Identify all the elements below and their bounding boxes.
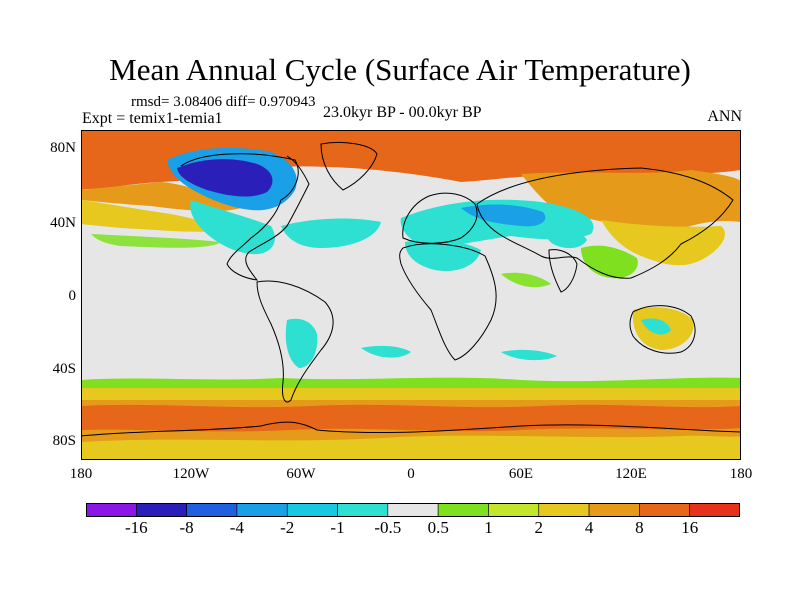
europe-coast — [402, 192, 478, 244]
antarctica-coast — [81, 421, 741, 437]
map-frame — [81, 130, 741, 460]
greenland-coast — [320, 141, 378, 191]
lon-label-120e: 120E — [615, 466, 647, 482]
stats-text: rmsd= 3.08406 diff= 0.970943 — [131, 94, 316, 110]
north-america-cyan-region — [190, 200, 275, 255]
lon-label-60e: 60E — [508, 466, 534, 482]
australia-cyan-patch — [641, 318, 671, 335]
colorbar-label: -8 — [179, 518, 194, 537]
lat-label-80s: 80S — [52, 433, 76, 449]
colorbar-box-4 — [286, 503, 338, 517]
colorbar-label: 1 — [484, 518, 493, 537]
colorbar-box-11 — [639, 503, 690, 517]
colorbar-label: -1 — [330, 518, 345, 537]
colorbar-label: 8 — [635, 518, 644, 537]
tropical-green-band — [501, 272, 551, 288]
southern-green-band — [81, 377, 741, 388]
indian-ocean-cyan-patch — [501, 349, 557, 361]
lon-label-0: 0 — [407, 466, 415, 482]
map-plot — [81, 130, 741, 460]
australia-coast — [629, 305, 696, 354]
colorbar-box-1 — [136, 503, 187, 517]
period-label: 23.0kyr BP - 00.0kyr BP — [323, 104, 482, 121]
colorbar-label: -4 — [229, 518, 244, 537]
antarctica-yellow-region — [81, 435, 741, 460]
colorbar-box-6 — [387, 503, 439, 517]
lon-label-60w: 60W — [286, 466, 316, 482]
colorbar-box-2 — [186, 503, 238, 517]
colorbar-frame — [86, 503, 740, 517]
asia-orange-region — [521, 170, 741, 240]
africa-coast — [399, 243, 497, 361]
south-america-coast — [256, 280, 334, 403]
lat-label-80n: 80N — [50, 140, 76, 156]
eurasia-blue-region — [461, 204, 546, 227]
colorbar-label: -16 — [124, 518, 148, 537]
colorbar-label: 0.5 — [427, 518, 449, 537]
colorbar-box-9 — [538, 503, 590, 517]
colorbar-label: -0.5 — [374, 518, 402, 537]
lon-label-180e: 180 — [729, 466, 753, 482]
colorbar-box-5 — [337, 503, 389, 517]
season-label: ANN — [707, 108, 742, 125]
colorbar-label: -2 — [280, 518, 295, 537]
colorbar-label: 2 — [534, 518, 544, 537]
colorbar-box-12 — [689, 503, 740, 517]
colorbar-box-7 — [437, 503, 489, 517]
colorbar-box-3 — [236, 503, 288, 517]
canada-very-cold-region — [177, 159, 273, 197]
india-coast — [548, 249, 578, 293]
colorbar-box-8 — [488, 503, 540, 517]
lon-label-120w: 120W — [172, 466, 210, 482]
asia-coast — [476, 167, 734, 279]
colorbar-box-0 — [86, 503, 137, 517]
north-atlantic-cyan-region — [281, 218, 381, 248]
colorbar — [86, 503, 740, 517]
coastlines — [81, 141, 741, 437]
chart-title: Mean Annual Cycle (Surface Air Temperatu… — [109, 52, 691, 87]
asia-yellow-region — [601, 220, 725, 266]
colorbar-label: 16 — [681, 518, 699, 537]
pacific-yellow-band — [81, 200, 231, 232]
south-atlantic-cyan-patch — [361, 345, 411, 358]
india-cyan-patch — [546, 228, 587, 249]
lat-label-40s: 40S — [52, 361, 76, 377]
colorbar-label: 4 — [584, 518, 594, 537]
southern-yellow-band — [81, 388, 741, 400]
experiment-label: Expt = temix1-temia1 — [82, 110, 223, 127]
pacific-green-band — [91, 234, 221, 248]
lat-label-40n: 40N — [50, 215, 76, 231]
colorbar-box-10 — [588, 503, 640, 517]
north-america-coast — [180, 153, 310, 281]
lat-label-eq: 0 — [68, 288, 77, 304]
south-america-cyan-region — [285, 318, 318, 368]
lon-label-180w: 180 — [69, 466, 93, 482]
